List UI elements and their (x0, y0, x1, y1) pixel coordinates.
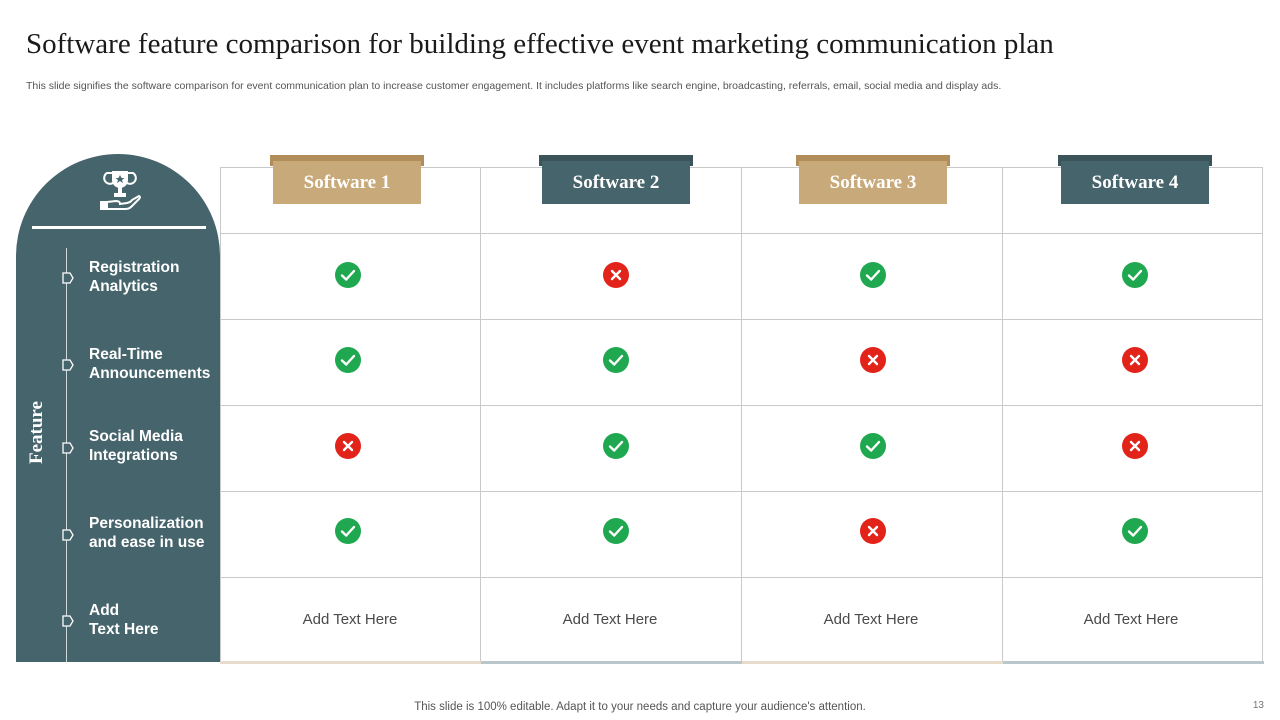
software-3-label: Software 3 (799, 161, 947, 204)
page-number: 13 (1252, 700, 1264, 711)
feature-connector-line (66, 248, 67, 662)
software-4-label: Software 4 (1061, 161, 1209, 204)
check-icon (1121, 261, 1149, 289)
grid-line (220, 319, 1263, 320)
grid-line (220, 405, 1263, 406)
feature-marker-icon (62, 614, 74, 627)
trophy-in-hand-icon (100, 171, 141, 210)
feature-panel: Feature Registration Analytics Real-Time A… (16, 154, 220, 662)
cross-icon (1121, 346, 1149, 374)
cross-icon (334, 432, 362, 460)
cross-icon (1121, 432, 1149, 460)
add-text-cell: Add Text Here (823, 611, 919, 628)
feature-label: Real-Time Announcements (89, 346, 211, 382)
add-text-cell: Add Text Here (302, 611, 398, 628)
feature-label: Registration Analytics (89, 259, 180, 295)
add-text-cell: Add Text Here (1083, 611, 1179, 628)
slide-subtitle: This slide signifies the software compar… (26, 80, 1002, 92)
grid-line (480, 168, 481, 663)
slide-title: Software feature comparison for building… (26, 28, 1054, 60)
software-2-header: Software 2 (539, 155, 693, 204)
bottom-accent (1003, 661, 1264, 664)
feature-marker-icon (62, 271, 74, 284)
software-2-label: Software 2 (542, 161, 690, 204)
check-icon (334, 517, 362, 545)
header-cap (1058, 155, 1212, 166)
cross-icon (602, 261, 630, 289)
bottom-accent (742, 661, 1003, 664)
grid-line (1002, 168, 1003, 663)
check-icon (859, 432, 887, 460)
feature-marker-icon (62, 528, 74, 541)
feature-label: Social Media Integrations (89, 428, 183, 464)
check-icon (602, 346, 630, 374)
check-icon (1121, 517, 1149, 545)
bottom-accent (481, 661, 742, 664)
feature-marker-icon (62, 441, 74, 454)
grid-line (741, 168, 742, 663)
footer-note: This slide is 100% editable. Adapt it to… (414, 701, 866, 713)
check-icon (859, 261, 887, 289)
cross-icon (859, 517, 887, 545)
software-3-header: Software 3 (796, 155, 950, 204)
add-text-cell: Add Text Here (562, 611, 658, 628)
grid-line (220, 577, 1263, 578)
check-icon (334, 346, 362, 374)
feature-label: Personalization and ease in use (89, 515, 205, 551)
cross-icon (859, 346, 887, 374)
feature-marker-icon (62, 358, 74, 371)
check-icon (334, 261, 362, 289)
header-cap (796, 155, 950, 166)
feature-label: Add Text Here (89, 602, 159, 638)
software-1-label: Software 1 (273, 161, 421, 204)
panel-divider (32, 226, 206, 229)
bottom-accent (220, 661, 481, 664)
check-icon (602, 517, 630, 545)
software-1-header: Software 1 (270, 155, 424, 204)
grid-line (220, 233, 1263, 234)
check-icon (602, 432, 630, 460)
grid-line (1262, 168, 1263, 663)
grid-line (220, 168, 221, 663)
header-cap (539, 155, 693, 166)
comparison-table (220, 167, 1263, 663)
feature-vertical-label: Feature (26, 401, 47, 464)
grid-line (220, 491, 1263, 492)
software-4-header: Software 4 (1058, 155, 1212, 204)
header-cap (270, 155, 424, 166)
